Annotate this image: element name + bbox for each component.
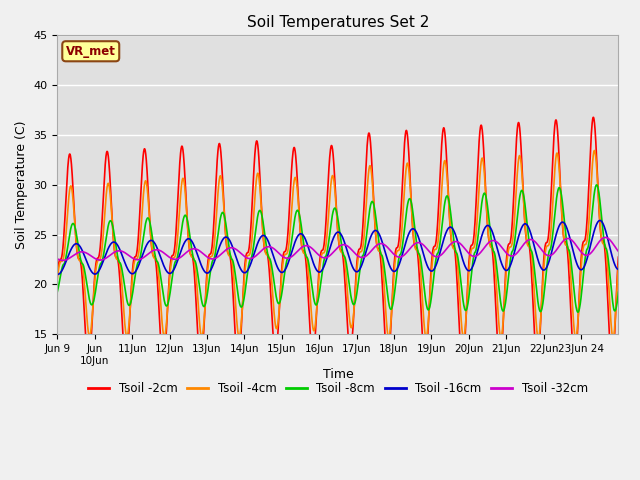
X-axis label: Time: Time — [323, 368, 353, 381]
Tsoil -16cm — [501, 267, 509, 273]
Line: Tsoil -2cm: Tsoil -2cm — [58, 117, 618, 364]
Tsoil -2cm — [354, 250, 362, 255]
Tsoil -16cm — [54, 272, 61, 277]
Tsoil -8cm — [210, 256, 218, 262]
Tsoil -32cm — [367, 249, 374, 254]
Tsoil -4cm — [609, 335, 617, 341]
Tsoil -2cm — [367, 137, 374, 143]
Tsoil -4cm — [614, 263, 622, 269]
Text: VR_met: VR_met — [66, 45, 116, 58]
Tsoil -4cm — [580, 242, 588, 248]
Tsoil -16cm — [565, 232, 573, 238]
Tsoil -4cm — [591, 148, 598, 154]
Tsoil -32cm — [54, 256, 61, 262]
Tsoil -4cm — [54, 276, 61, 282]
Title: Soil Temperatures Set 2: Soil Temperatures Set 2 — [246, 15, 429, 30]
Line: Tsoil -16cm: Tsoil -16cm — [58, 220, 618, 275]
Line: Tsoil -32cm: Tsoil -32cm — [58, 238, 618, 261]
Tsoil -2cm — [501, 285, 509, 290]
Tsoil -32cm — [59, 258, 67, 264]
Tsoil -2cm — [614, 254, 622, 260]
Tsoil -8cm — [574, 309, 582, 315]
Tsoil -32cm — [602, 235, 609, 240]
Tsoil -2cm — [54, 271, 61, 276]
Tsoil -32cm — [580, 252, 588, 258]
Tsoil -8cm — [593, 182, 600, 188]
Tsoil -32cm — [355, 253, 362, 259]
Tsoil -32cm — [614, 249, 622, 254]
Line: Tsoil -8cm: Tsoil -8cm — [58, 185, 618, 312]
Tsoil -2cm — [580, 238, 588, 244]
Tsoil -32cm — [501, 249, 509, 254]
Tsoil -2cm — [565, 267, 573, 273]
Tsoil -4cm — [501, 291, 509, 297]
Tsoil -2cm — [210, 220, 218, 226]
Tsoil -32cm — [211, 256, 218, 262]
Tsoil -16cm — [355, 268, 362, 274]
Tsoil -8cm — [367, 204, 374, 209]
Tsoil -16cm — [54, 272, 61, 277]
Tsoil -4cm — [354, 256, 362, 262]
Tsoil -8cm — [354, 281, 362, 287]
Tsoil -2cm — [608, 361, 616, 367]
Tsoil -8cm — [580, 260, 588, 265]
Y-axis label: Soil Temperature (C): Soil Temperature (C) — [15, 120, 28, 249]
Tsoil -8cm — [501, 304, 509, 310]
Tsoil -16cm — [596, 217, 604, 223]
Tsoil -8cm — [565, 247, 573, 252]
Tsoil -8cm — [54, 288, 61, 294]
Tsoil -16cm — [211, 260, 218, 265]
Tsoil -4cm — [210, 245, 218, 251]
Tsoil -4cm — [565, 249, 573, 255]
Tsoil -16cm — [367, 235, 374, 240]
Tsoil -16cm — [614, 266, 622, 272]
Tsoil -4cm — [367, 163, 374, 169]
Line: Tsoil -4cm: Tsoil -4cm — [58, 151, 618, 338]
Tsoil -16cm — [580, 263, 588, 269]
Tsoil -32cm — [565, 236, 573, 241]
Tsoil -2cm — [589, 114, 597, 120]
Tsoil -8cm — [614, 289, 622, 295]
Legend: Tsoil -2cm, Tsoil -4cm, Tsoil -8cm, Tsoil -16cm, Tsoil -32cm: Tsoil -2cm, Tsoil -4cm, Tsoil -8cm, Tsoi… — [83, 378, 593, 400]
